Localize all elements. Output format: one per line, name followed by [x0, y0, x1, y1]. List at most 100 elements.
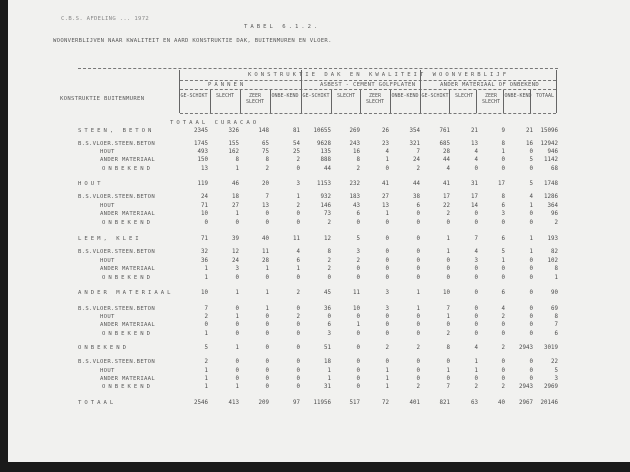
cell-value: 321 — [409, 141, 420, 147]
cell-value: 8 — [265, 157, 270, 163]
cell-value: 932 — [320, 194, 331, 200]
cell-value: 2 — [327, 258, 332, 264]
row-label: ANDER MATERIAAL — [100, 211, 156, 217]
top-rule — [78, 68, 558, 69]
column-header: SLECHT — [454, 93, 474, 99]
cell-value: 1 — [474, 359, 479, 365]
row-label: ONBEKEND — [102, 275, 153, 281]
cell-value: 1286 — [544, 194, 558, 200]
cell-value: 0 — [501, 322, 506, 328]
cell-value: 1 — [529, 249, 534, 255]
cell-value: 21 — [471, 128, 478, 134]
cell-value: 0 — [235, 275, 240, 281]
cell-value: 73 — [324, 211, 331, 217]
cell-value: 5 — [501, 249, 506, 255]
cell-value: 25 — [293, 149, 300, 155]
cell-value: 946 — [547, 149, 558, 155]
column-divider — [503, 90, 504, 113]
cell-value: 7 — [446, 306, 451, 312]
cell-value: 0 — [529, 368, 534, 374]
cell-value: 0 — [416, 266, 421, 272]
scanned-page: C.B.S. AFDELING ... 1972 TABEL 6.1.2. WO… — [8, 0, 630, 462]
cell-value: 1 — [529, 203, 534, 209]
cell-value: 0 — [416, 236, 421, 242]
cell-value: 1 — [501, 258, 506, 264]
cell-value: 3 — [356, 249, 361, 255]
cell-value: 3 — [235, 266, 240, 272]
column-divider — [420, 70, 421, 113]
cell-value: 44 — [413, 181, 420, 187]
cell-value: 1 — [204, 266, 209, 272]
cell-value: 0 — [474, 220, 479, 226]
cell-value: 2967 — [519, 400, 533, 406]
cell-value: 0 — [356, 368, 361, 374]
cell-value: 493 — [197, 149, 208, 155]
cell-value: 0 — [356, 359, 361, 365]
cell-value: 0 — [474, 306, 479, 312]
cell-value: 3 — [474, 258, 479, 264]
cell-value: 0 — [529, 266, 534, 272]
column-divider — [449, 90, 450, 113]
cell-value: 0 — [296, 368, 301, 374]
cell-value: 6 — [416, 203, 421, 209]
cell-value: 1 — [235, 345, 240, 351]
column-header: SLECHT — [336, 93, 356, 99]
cell-value: 1 — [446, 236, 451, 242]
cell-value: 0 — [529, 331, 534, 337]
table-number: TABEL 6.1.2. — [244, 24, 321, 30]
row-label: ANDER MATERIAAL — [78, 290, 174, 296]
cell-value: 12 — [324, 236, 331, 242]
cell-value: 6 — [501, 236, 506, 242]
column-divider — [210, 90, 211, 113]
cell-value: 13 — [201, 166, 208, 172]
cell-value: 1153 — [317, 181, 331, 187]
cell-value: 2969 — [544, 384, 558, 390]
cell-value: 8 — [446, 345, 451, 351]
cell-value: 10 — [201, 290, 208, 296]
cell-value: 11 — [262, 249, 269, 255]
cell-value: 1 — [235, 166, 240, 172]
cell-value: 2 — [501, 314, 506, 320]
cell-value: 0 — [474, 331, 479, 337]
cell-value: 2 — [385, 345, 390, 351]
cell-value: 27 — [232, 203, 239, 209]
cell-value: 1 — [235, 211, 240, 217]
cell-value: 1 — [235, 290, 240, 296]
cell-value: 1 — [554, 275, 559, 281]
cell-value: 13 — [471, 141, 478, 147]
cell-value: 2943 — [519, 384, 533, 390]
column-divider — [331, 90, 332, 113]
cell-value: 4 — [501, 306, 506, 312]
cell-value: 7 — [474, 236, 479, 242]
cell-value: 0 — [296, 359, 301, 365]
cell-value: 96 — [551, 211, 558, 217]
cell-value: 0 — [529, 306, 534, 312]
cell-value: 0 — [235, 220, 240, 226]
cell-value: 0 — [501, 157, 506, 163]
cell-value: 2 — [356, 166, 361, 172]
cell-value: 8 — [554, 266, 559, 272]
cell-value: 243 — [349, 141, 360, 147]
cell-value: 20 — [262, 181, 269, 187]
rule — [180, 80, 556, 81]
cell-value: 5 — [554, 368, 559, 374]
row-label: B.S.VLOER.STEEN.BETON — [78, 194, 156, 200]
cell-value: 0 — [446, 322, 451, 328]
cell-value: 0 — [265, 359, 270, 365]
cell-value: 1 — [416, 290, 421, 296]
cell-value: 1748 — [544, 181, 558, 187]
row-label: ONBEKEND — [102, 384, 153, 390]
row-label: HOUT — [78, 181, 104, 187]
cell-value: 17 — [498, 181, 505, 187]
cell-value: 0 — [356, 314, 361, 320]
cell-value: 1 — [356, 322, 361, 328]
row-label: ANDER MATERIAAL — [100, 266, 156, 272]
cell-value: 0 — [501, 220, 506, 226]
cell-value: 1 — [265, 290, 270, 296]
cell-value: 2943 — [519, 345, 533, 351]
cell-value: 7 — [265, 194, 270, 200]
cell-value: 11 — [293, 236, 300, 242]
cell-value: 401 — [409, 400, 420, 406]
cell-value: 3019 — [544, 345, 558, 351]
cell-value: 193 — [547, 236, 558, 242]
